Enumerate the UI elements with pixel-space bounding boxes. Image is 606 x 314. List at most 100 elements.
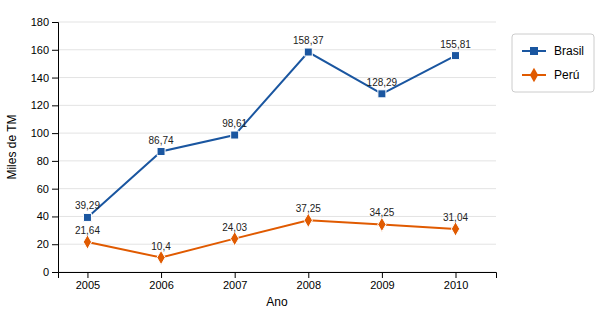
- grid: [58, 22, 496, 272]
- grid-line: [58, 216, 496, 217]
- legend-frame: [512, 34, 594, 92]
- data-label: 39,29: [75, 200, 100, 211]
- data-label: 21,64: [75, 225, 100, 236]
- x-tick-label: 2010: [444, 279, 468, 291]
- y-tick-label: 100: [31, 127, 49, 139]
- grid-line: [58, 244, 496, 245]
- x-tick-label: 2009: [370, 279, 394, 291]
- y-tick-mark: [52, 216, 58, 217]
- y-tick: 40: [37, 210, 58, 222]
- series-line: [87, 52, 455, 217]
- y-tick: 180: [31, 16, 58, 28]
- x-tick-mark: [456, 272, 457, 278]
- grid-line: [58, 133, 496, 134]
- x-tick-label: 2007: [223, 279, 247, 291]
- point: [378, 217, 386, 231]
- data-labels: 39,29 86,74 98,61 158,37 128,29 155,81 21,64 10…: [75, 35, 471, 252]
- series-line: [87, 220, 455, 257]
- data-label: 34,25: [369, 207, 394, 218]
- legend-item: Perú: [522, 68, 579, 82]
- x-tick-mark: [308, 272, 309, 278]
- x-tick: 2007: [223, 272, 247, 291]
- data-label: 31,04: [443, 212, 468, 223]
- y-tick-mark: [52, 272, 58, 273]
- y-tick-label: 180: [31, 16, 49, 28]
- marks: [83, 48, 459, 265]
- y-tick-label: 140: [31, 72, 49, 84]
- data-label: 158,37: [293, 35, 324, 46]
- point: [378, 90, 386, 98]
- x-axis-title: Ano: [266, 295, 288, 309]
- plot: 2005 2006 2007 2008 2009 2010 0 20 40 60 80 100 120 1…: [5, 16, 497, 309]
- point: [83, 235, 91, 249]
- data-label: 128,29: [367, 77, 398, 88]
- x-tick: 2006: [149, 272, 173, 291]
- y-tick: 140: [31, 72, 58, 84]
- y-tick-label: 20: [37, 238, 49, 250]
- x-tick-label: 2005: [76, 279, 100, 291]
- y-tick-label: 80: [37, 155, 49, 167]
- data-label: 155,81: [440, 39, 471, 50]
- y-tick-label: 40: [37, 210, 49, 222]
- y-tick-mark: [52, 50, 58, 51]
- y-tick: 20: [37, 238, 58, 250]
- x-tick: 2005: [76, 272, 100, 291]
- grid-line: [58, 105, 496, 106]
- point: [157, 250, 165, 264]
- x-tick-mark: [161, 272, 162, 278]
- x-tick-mark: [87, 272, 88, 278]
- grid-line: [58, 49, 496, 50]
- point: [157, 148, 165, 156]
- grid-line: [58, 77, 496, 78]
- legend: Brasil Perú: [512, 34, 594, 92]
- legend-label: Perú: [554, 68, 579, 82]
- point: [304, 48, 312, 56]
- y-axis-title: Miles de TM: [5, 114, 19, 179]
- point: [231, 131, 239, 139]
- x-tick-label: 2006: [149, 279, 173, 291]
- point: [83, 213, 91, 221]
- x-tick: 2008: [297, 272, 321, 291]
- y-tick: 60: [37, 183, 58, 195]
- legend-swatch-marker: [530, 47, 538, 55]
- y-tick-mark: [52, 22, 58, 23]
- point: [231, 231, 239, 245]
- x-tick-label: 2008: [297, 279, 321, 291]
- x-tick-mark: [382, 272, 383, 278]
- y-tick-label: 0: [43, 266, 49, 278]
- legend-item: Brasil: [522, 44, 584, 58]
- y-tick-mark: [52, 105, 58, 106]
- point: [304, 213, 312, 227]
- data-label: 86,74: [149, 135, 174, 146]
- y-tick: 0: [43, 266, 58, 278]
- x-axis-line: [59, 273, 497, 279]
- data-label: 37,25: [296, 203, 321, 214]
- y-tick-mark: [52, 133, 58, 134]
- point: [452, 52, 460, 60]
- data-label: 24,03: [222, 222, 247, 233]
- chart: 2005 2006 2007 2008 2009 2010 0 20 40 60 80 100 120 1…: [0, 0, 606, 314]
- point: [451, 222, 459, 236]
- y-tick: 120: [31, 99, 58, 111]
- data-label: 10,4: [151, 241, 171, 252]
- y-tick-mark: [52, 189, 58, 190]
- y-tick-label: 120: [31, 99, 49, 111]
- legend-label: Brasil: [554, 44, 584, 58]
- x-axis: 2005 2006 2007 2008 2009 2010: [59, 272, 497, 291]
- y-tick: 80: [37, 155, 58, 167]
- x-tick-mark: [235, 272, 236, 278]
- y-tick: 160: [31, 44, 58, 56]
- y-tick-mark: [52, 244, 58, 245]
- y-tick-label: 160: [31, 44, 49, 56]
- x-tick: 2010: [444, 272, 468, 291]
- grid-line: [58, 22, 496, 23]
- data-label: 98,61: [222, 118, 247, 129]
- legend-swatch-marker: [530, 68, 538, 82]
- y-tick-mark: [52, 161, 58, 162]
- y-tick: 100: [31, 127, 58, 139]
- y-tick-mark: [52, 78, 58, 79]
- grid-line: [58, 160, 496, 161]
- y-axis: 0 20 40 60 80 100 120 140 160 180: [31, 16, 59, 278]
- x-tick: 2009: [370, 272, 394, 291]
- grid-line: [58, 188, 496, 189]
